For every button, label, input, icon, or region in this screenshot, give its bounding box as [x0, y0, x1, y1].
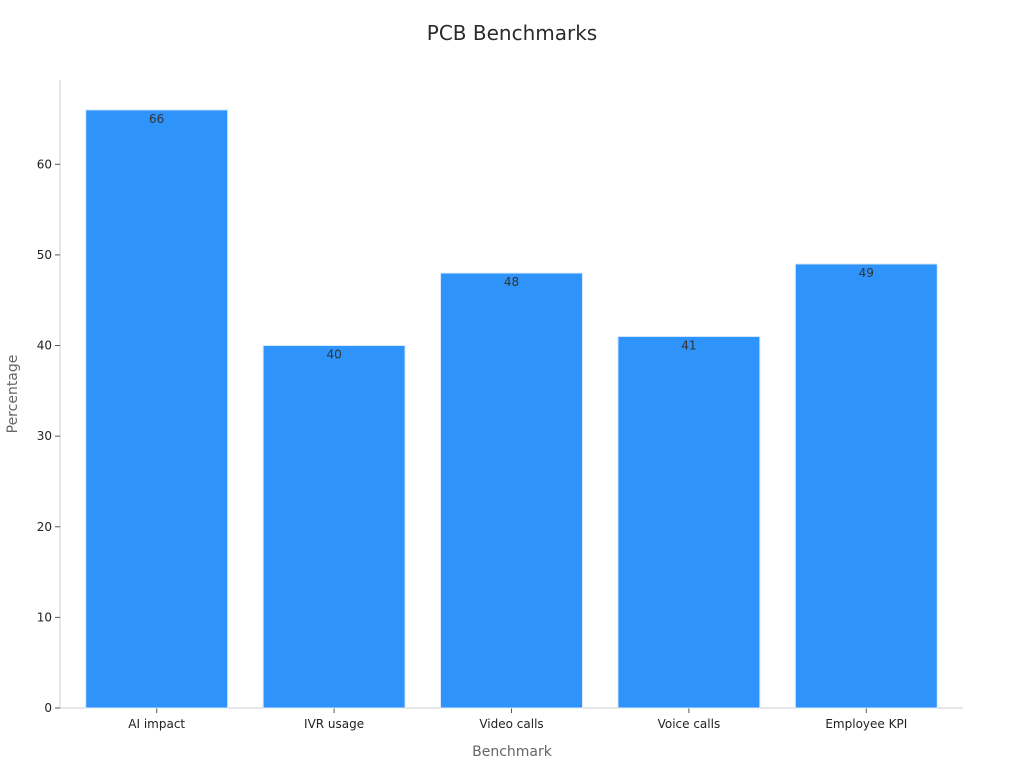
y-tick-label: 10 — [37, 610, 52, 624]
x-axis-label: Benchmark — [472, 744, 553, 760]
y-tick-label: 50 — [37, 248, 52, 262]
y-axis-label: Percentage — [5, 355, 21, 434]
y-axis: 0 10 20 30 40 50 60 — [37, 80, 61, 715]
bar — [440, 272, 583, 709]
x-tick-label: Voice calls — [658, 717, 721, 731]
bars-group — [85, 109, 938, 709]
data-label: 48 — [504, 275, 519, 289]
data-label: 41 — [681, 338, 696, 352]
y-tick-label: 0 — [44, 701, 52, 715]
bar — [794, 263, 938, 709]
y-tick-label: 40 — [37, 339, 52, 353]
data-label: 66 — [149, 112, 164, 126]
bar — [85, 109, 229, 709]
data-labels-group: 66 40 48 41 49 — [149, 112, 874, 362]
x-tick-label: IVR usage — [304, 717, 364, 731]
x-tick-label: Video calls — [479, 717, 543, 731]
x-tick-label: Employee KPI — [825, 717, 907, 731]
x-axis: AI impact IVR usage Video calls Voice calls… — [60, 707, 963, 731]
y-tick-label: 20 — [37, 520, 52, 534]
y-tick-label: 60 — [37, 157, 52, 171]
data-label: 49 — [859, 266, 874, 280]
chart-title: PCB Benchmarks — [427, 21, 597, 45]
data-label: 40 — [326, 348, 341, 362]
y-tick-label: 30 — [37, 429, 52, 443]
bar — [262, 345, 406, 709]
x-tick-label: AI impact — [128, 717, 185, 731]
bar — [617, 335, 761, 709]
